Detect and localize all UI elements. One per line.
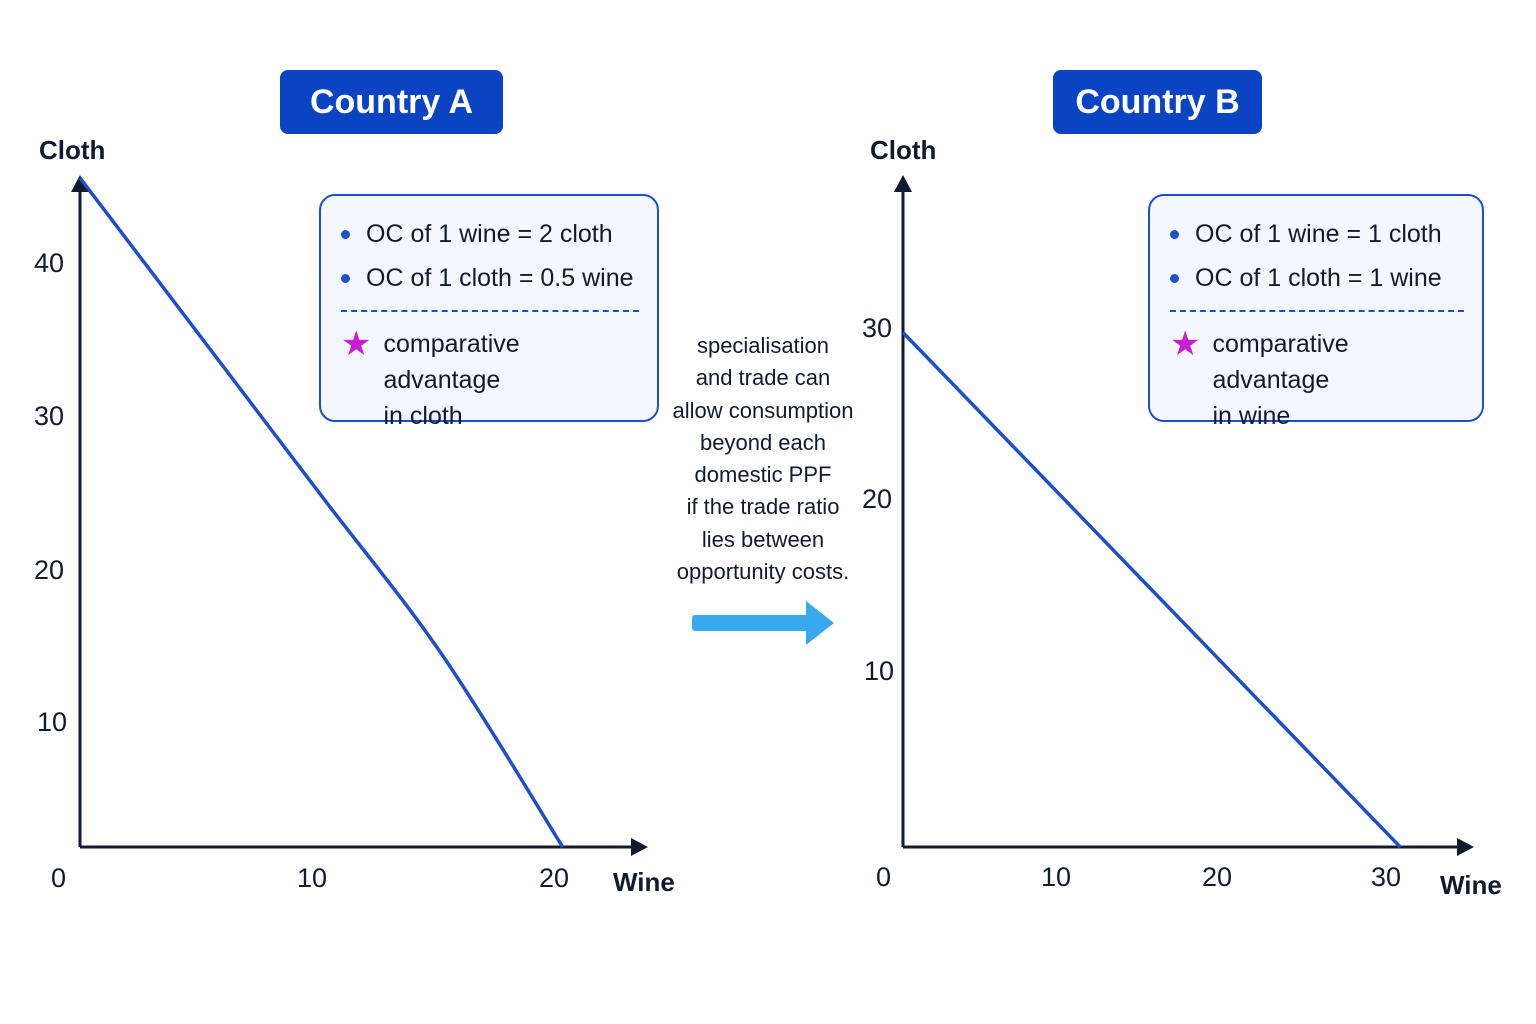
country-a-x-tick-20: 20 bbox=[539, 863, 570, 893]
bullet-icon bbox=[1170, 273, 1179, 283]
country-a-y-axis-label: Cloth bbox=[39, 135, 106, 165]
country-b-oc-cloth: OC of 1 cloth = 1 wine bbox=[1195, 263, 1442, 292]
country-a-bullet-2: OC of 1 cloth = 0.5 wine bbox=[341, 256, 639, 300]
country-b-bullet-1: OC of 1 wine = 1 cloth bbox=[1170, 212, 1464, 256]
country-a-box-divider bbox=[341, 310, 639, 312]
country-a-y-tick-10: 10 bbox=[37, 707, 68, 737]
note-line: beyond each bbox=[700, 429, 826, 455]
country-b-info-box: OC of 1 wine = 1 cloth OC of 1 cloth = 1… bbox=[1148, 194, 1484, 430]
country-a-x-axis-arrowhead bbox=[631, 838, 648, 856]
country-a-advantage-line-2: in cloth bbox=[383, 402, 463, 430]
country-b-ppf-line bbox=[901, 331, 1402, 849]
country-a-info-box: OC of 1 wine = 2 cloth OC of 1 cloth = 0… bbox=[319, 194, 659, 430]
note-line: domestic PPF bbox=[694, 462, 832, 488]
country-a-y-tick-20: 20 bbox=[34, 555, 65, 585]
note-line: and trade can bbox=[695, 365, 831, 391]
bullet-icon bbox=[341, 229, 350, 239]
trade-arrow-icon bbox=[692, 601, 834, 645]
country-b-x-axis-arrowhead bbox=[1457, 838, 1474, 856]
note-line: if the trade ratio bbox=[686, 494, 840, 520]
country-b-x-tick-20: 20 bbox=[1202, 862, 1233, 892]
country-b-y-tick-20: 20 bbox=[862, 484, 893, 514]
note-line: lies between bbox=[701, 526, 825, 552]
country-a-y-tick-40: 40 bbox=[34, 248, 65, 278]
country-a-x-tick-10: 10 bbox=[297, 863, 328, 893]
country-b-y-axis-arrowhead bbox=[894, 175, 912, 192]
country-b-advantage-line-2: in wine bbox=[1212, 402, 1291, 430]
country-a-oc-wine: OC of 1 wine = 2 cloth bbox=[366, 219, 613, 248]
country-a-advantage-line-1: comparative advantage bbox=[383, 330, 520, 394]
country-a-y-tick-30: 30 bbox=[34, 401, 65, 431]
country-a-y-axis-arrowhead bbox=[71, 175, 89, 192]
bullet-icon bbox=[341, 273, 350, 283]
country-a-advantage: ★ comparative advantage in cloth bbox=[341, 326, 639, 434]
country-b-bullet-2: OC of 1 cloth = 1 wine bbox=[1170, 256, 1464, 300]
country-a-ppf-line bbox=[78, 176, 565, 848]
country-a-bullet-1: OC of 1 wine = 2 cloth bbox=[341, 212, 639, 256]
country-b-y-tick-30: 30 bbox=[862, 313, 893, 343]
country-b-title: Country B bbox=[1053, 70, 1262, 134]
country-b-x-tick-0: 0 bbox=[876, 862, 892, 892]
country-b-advantage-line-1: comparative advantage bbox=[1212, 330, 1349, 394]
star-icon: ★ bbox=[341, 325, 372, 363]
note-line: specialisation bbox=[696, 333, 830, 358]
country-a-x-tick-0: 0 bbox=[51, 863, 67, 893]
country-b-x-axis-label: Wine bbox=[1440, 870, 1502, 900]
country-b-x-tick-30: 30 bbox=[1371, 862, 1402, 892]
country-a-title: Country A bbox=[280, 70, 503, 134]
country-b-box-divider bbox=[1170, 310, 1464, 312]
country-b-oc-wine: OC of 1 wine = 1 cloth bbox=[1195, 219, 1442, 248]
country-b-x-tick-10: 10 bbox=[1041, 862, 1072, 892]
star-icon: ★ bbox=[1170, 325, 1201, 363]
country-a-x-axis-label: Wine bbox=[613, 867, 675, 897]
note-line: opportunity costs. bbox=[676, 559, 850, 585]
bullet-icon bbox=[1170, 229, 1179, 239]
note-line: allow consumption bbox=[672, 397, 854, 423]
country-b-y-axis-label: Cloth bbox=[870, 135, 937, 165]
country-b-advantage: ★ comparative advantage in wine bbox=[1170, 326, 1464, 434]
trade-explanation-note: specialisation and trade can allow consu… bbox=[672, 330, 854, 588]
country-a-oc-cloth: OC of 1 cloth = 0.5 wine bbox=[366, 263, 634, 292]
country-b-y-tick-10: 10 bbox=[864, 656, 895, 686]
